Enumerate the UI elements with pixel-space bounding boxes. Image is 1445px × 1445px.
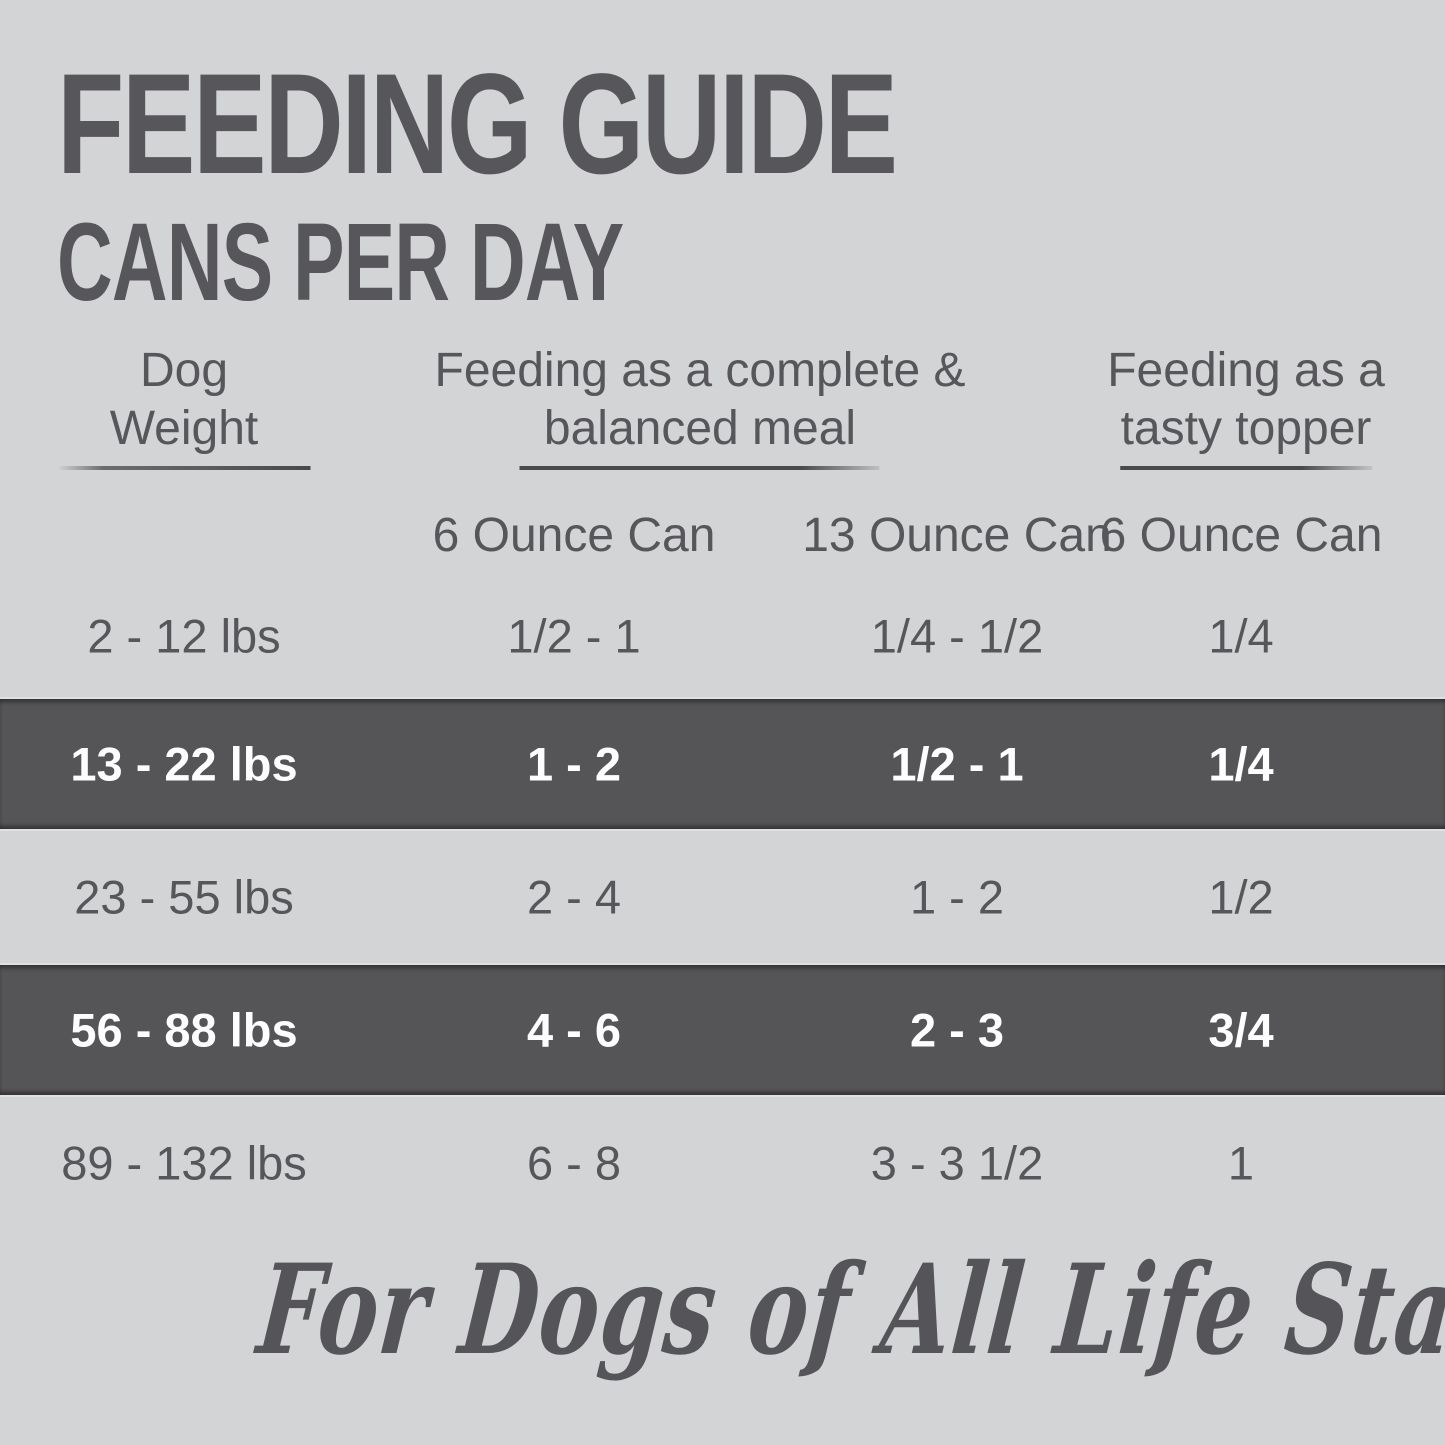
cell-topper-6oz: 1/4 — [1208, 737, 1274, 791]
cell-meal-13oz: 1/4 - 1/2 — [870, 609, 1044, 663]
cell-meal-6oz: 6 - 8 — [526, 1136, 622, 1190]
cell-meal-6oz: 4 - 6 — [526, 1003, 622, 1057]
subheader-topper-6oz-can: 6 Ounce Can — [1099, 509, 1383, 562]
subheader-meal-6oz-can: 6 Ounce Can — [432, 509, 716, 562]
cell-topper-6oz: 3/4 — [1208, 1003, 1274, 1057]
table-row-highlighted: 13 - 22 lbs 1 - 2 1/2 - 1 1/4 — [0, 697, 1445, 831]
cell-meal-6oz: 1 - 2 — [526, 737, 622, 791]
table-row: 2 - 12 lbs 1/2 - 1 1/4 - 1/2 1/4 — [0, 575, 1445, 697]
column-header-dog-weight: Dog Weight — [57, 342, 311, 470]
cell-topper-6oz: 1 — [1227, 1136, 1255, 1190]
header-underline — [519, 466, 880, 470]
column-header-tasty-topper: Feeding as a tasty topper — [1107, 342, 1385, 470]
cell-topper-6oz: 1/2 — [1208, 870, 1274, 924]
header-underline — [57, 466, 311, 470]
header-line: balanced meal — [543, 402, 857, 455]
tagline-container: For Dogs of All Life Stages — [0, 1238, 1445, 1383]
cell-dog-weight: 23 - 55 lbs — [74, 870, 294, 924]
page-subtitle: CANS PER DAY — [57, 201, 624, 324]
table-row: 23 - 55 lbs 2 - 4 1 - 2 1/2 — [0, 831, 1445, 963]
header-line: Feeding as a complete & — [434, 344, 966, 397]
cell-meal-13oz: 2 - 3 — [909, 1003, 1005, 1057]
header-line: Weight — [109, 402, 259, 455]
cell-dog-weight: 89 - 132 lbs — [61, 1136, 307, 1190]
cell-dog-weight: 2 - 12 lbs — [87, 609, 281, 663]
cell-dog-weight: 56 - 88 lbs — [70, 1003, 298, 1057]
table-row: 89 - 132 lbs 6 - 8 3 - 3 1/2 1 — [0, 1097, 1445, 1229]
cell-meal-13oz: 1 - 2 — [909, 870, 1005, 924]
subheader-meal-13oz-can: 13 Ounce Can — [802, 509, 1112, 562]
header-underline — [1120, 466, 1372, 470]
header-line: tasty topper — [1120, 402, 1372, 455]
column-header-complete-meal: Feeding as a complete & balanced meal — [434, 342, 966, 470]
cell-meal-13oz: 1/2 - 1 — [890, 737, 1024, 791]
tagline: For Dogs of All Life Stages — [252, 1238, 1445, 1383]
feeding-table: 2 - 12 lbs 1/2 - 1 1/4 - 1/2 1/4 13 - 22… — [0, 575, 1445, 1229]
cell-meal-6oz: 2 - 4 — [526, 870, 622, 924]
cell-meal-13oz: 3 - 3 1/2 — [870, 1136, 1044, 1190]
cell-topper-6oz: 1/4 — [1208, 609, 1274, 663]
cell-meal-6oz: 1/2 - 1 — [507, 609, 641, 663]
cell-dog-weight: 13 - 22 lbs — [70, 737, 298, 791]
page-title: FEEDING GUIDE — [57, 45, 898, 204]
table-row-highlighted: 56 - 88 lbs 4 - 6 2 - 3 3/4 — [0, 963, 1445, 1097]
header-line: Dog — [139, 344, 229, 397]
header-line: Feeding as a — [1107, 344, 1385, 397]
